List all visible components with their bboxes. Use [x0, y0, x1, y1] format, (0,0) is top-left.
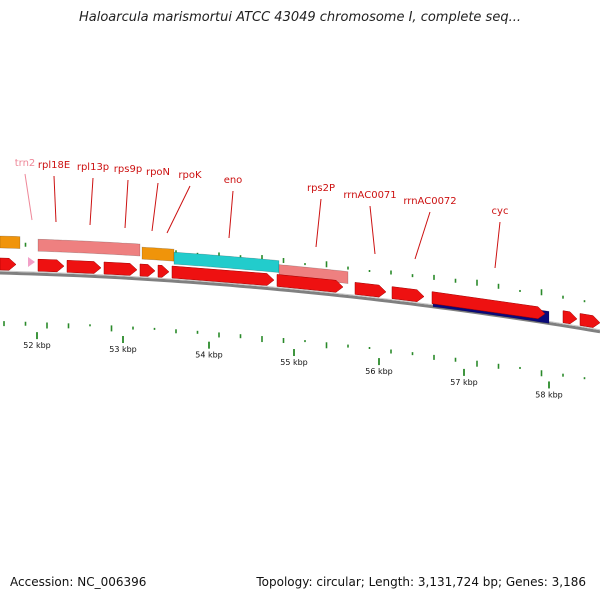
- gene-label-rpl13p: rpl13p: [77, 162, 109, 173]
- gene-arrow[interactable]: [37, 258, 65, 273]
- leader-line: [124, 179, 129, 229]
- gene-arrow[interactable]: [276, 274, 344, 293]
- topology-summary: Topology: circular; Length: 3,131,724 bp…: [256, 575, 586, 589]
- gene-arrow[interactable]: [562, 310, 578, 325]
- gene-label-rpoN: rpoN: [146, 167, 170, 178]
- kbp-label: 58 kbp: [535, 390, 563, 399]
- leader-line: [166, 185, 191, 234]
- map-title: Haloarcula marismortui ATCC 43049 chromo…: [79, 10, 521, 25]
- feature-trna-orange[interactable]: [0, 235, 21, 249]
- backbone-arc: [0, 271, 600, 334]
- kbp-label: 55 kbp: [280, 358, 308, 367]
- feature-trn2[interactable]: [28, 257, 35, 267]
- gene-label-rps9p: rps9p: [114, 164, 142, 175]
- gene-label-rpoK: rpoK: [178, 170, 202, 181]
- kbp-scale: 52 kbp 53 kbp 54 kbp 55 kbp 56 kbp 57 kbp 58 k…: [23, 332, 563, 399]
- gene-arrow[interactable]: [354, 282, 387, 298]
- label-leaders: [24, 173, 501, 269]
- gene-label-rrnAC0072: rrnAC0072: [403, 196, 456, 207]
- leader-line: [53, 175, 57, 223]
- leader-line: [24, 173, 33, 221]
- gene-arrow[interactable]: [579, 313, 600, 328]
- gc-ticks-bottom: [3, 321, 586, 380]
- feature-rrna-segment[interactable]: [37, 238, 141, 257]
- leader-line: [369, 205, 376, 255]
- kbp-label: 54 kbp: [195, 351, 223, 360]
- gene-arrow[interactable]: [139, 263, 156, 277]
- gene-arrow[interactable]: [0, 257, 17, 271]
- kbp-label: 52 kbp: [23, 341, 51, 350]
- leader-line: [228, 190, 234, 239]
- accession-text: Accession: NC_006396: [10, 575, 147, 589]
- leader-line: [494, 221, 501, 269]
- gene-arrow[interactable]: [391, 286, 425, 302]
- gene-label-rpl18E: rpl18E: [38, 160, 70, 171]
- gene-arrow[interactable]: [103, 261, 138, 276]
- kbp-label: 53 kbp: [109, 345, 137, 354]
- gene-labels: trn2 rpl18E rpl13p rps9p rpoN rpoK eno rps2P rrn…: [15, 158, 509, 217]
- kbp-label: 56 kbp: [365, 367, 393, 376]
- leader-line: [315, 198, 322, 248]
- leader-line: [89, 177, 94, 226]
- gene-label-rrnAC0071: rrnAC0071: [343, 190, 396, 201]
- gene-label-rps2P: rps2P: [307, 183, 335, 194]
- gene-arrow[interactable]: [171, 265, 275, 286]
- kbp-label: 57 kbp: [450, 378, 478, 387]
- gene-label-eno: eno: [224, 175, 243, 186]
- gene-arrow[interactable]: [66, 260, 102, 274]
- gene-label-cyc: cyc: [492, 206, 509, 217]
- gene-arrow[interactable]: [157, 264, 170, 278]
- leader-line: [151, 182, 159, 232]
- gene-label-trn2: trn2: [15, 158, 36, 169]
- leader-line: [414, 211, 431, 260]
- feature-track[interactable]: [0, 235, 600, 328]
- feature-trna-orange[interactable]: [141, 246, 175, 262]
- gene-arrow[interactable]: [431, 291, 546, 319]
